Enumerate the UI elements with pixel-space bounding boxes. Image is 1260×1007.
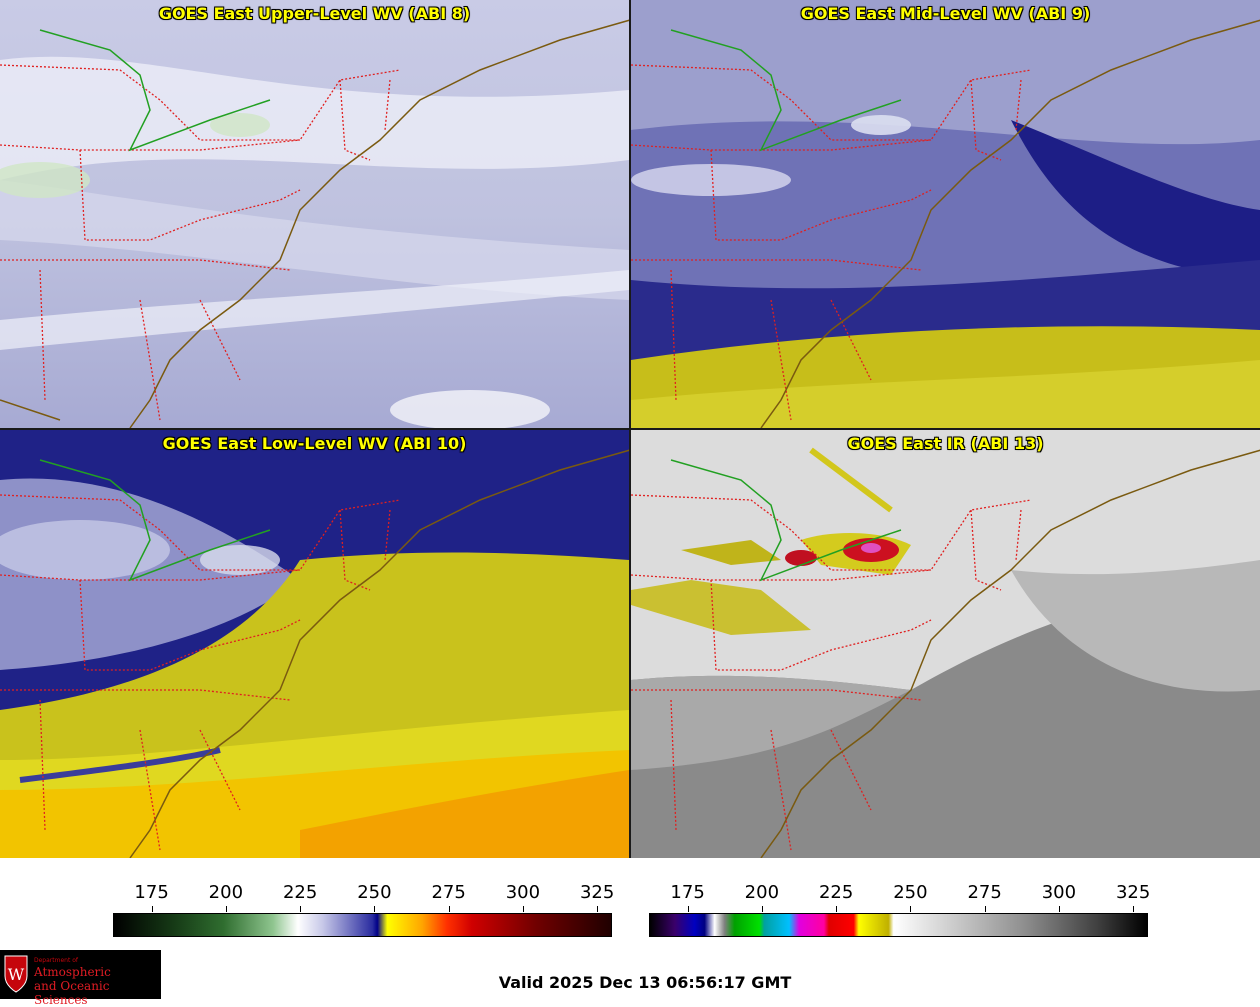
panel-title: GOES East IR (ABI 13) <box>847 434 1044 453</box>
logo-line1: Atmospheric <box>34 965 111 979</box>
colorbar-tick <box>151 906 153 912</box>
panel-title: GOES East Mid-Level WV (ABI 9) <box>800 4 1091 23</box>
colorbar-tick <box>374 906 376 912</box>
panel-upper-level-wv: GOES East Upper-Level WV (ABI 8) <box>0 0 629 428</box>
colorbar-tick-label: 300 <box>1041 882 1077 903</box>
colorbar-tick-label: 300 <box>505 882 541 903</box>
colorbar-tick-label: 325 <box>579 882 615 903</box>
valid-timestamp: Valid 2025 Dec 13 06:56:17 GMT <box>498 973 792 992</box>
colorbar-tick <box>687 906 689 912</box>
panel-low-level-wv: GOES East Low-Level WV (ABI 10) <box>0 430 629 858</box>
colorbar-tick-label: 275 <box>967 882 1002 903</box>
colorbar-tick <box>761 906 763 912</box>
crest-letter: W <box>8 965 25 984</box>
ir-colorbar: 175 200 225 250 275 300 325 <box>630 870 1260 940</box>
map-mid-level-wv <box>631 0 1260 428</box>
colorbar-tick <box>522 906 524 912</box>
colorbar-tick <box>300 906 302 912</box>
colorbar-tick-label: 200 <box>208 882 244 903</box>
colorbar-tick <box>910 906 912 912</box>
map-upper-level-wv <box>0 0 629 428</box>
map-low-level-wv <box>0 430 629 858</box>
map-ir <box>631 430 1260 858</box>
logo-dept: Department of <box>34 957 78 964</box>
colorbar-tick <box>984 906 986 912</box>
panel-title: GOES East Low-Level WV (ABI 10) <box>162 434 467 453</box>
colorbar-tick <box>1133 906 1135 912</box>
colorbar-tick-label: 250 <box>893 882 928 903</box>
colorbar-tick-label: 225 <box>282 882 318 903</box>
panel-ir: GOES East IR (ABI 13) <box>631 430 1260 858</box>
colorbar-tick <box>1058 906 1060 912</box>
colorbar-tick <box>448 906 450 912</box>
colorbar-tick <box>836 906 838 912</box>
colorbar-tick-label: 250 <box>357 882 392 903</box>
colorbar-tick-label: 200 <box>744 882 780 903</box>
aos-logo: W Department of Atmospheric and Oceanic … <box>0 950 161 1007</box>
colorbar-tick-label: 175 <box>670 882 705 903</box>
colorbar-tick-label: 325 <box>1115 882 1151 903</box>
ir-colorbar-gradient <box>649 913 1148 937</box>
horizontal-divider <box>0 428 1260 430</box>
wv-colorbar: 175 200 225 250 275 300 325 <box>0 870 630 940</box>
colorbar-tick <box>597 906 599 912</box>
wv-colorbar-gradient <box>113 913 612 937</box>
uw-crest-icon: W <box>4 955 28 993</box>
colorbar-tick-label: 275 <box>431 882 466 903</box>
colorbar-tick-label: 225 <box>818 882 854 903</box>
colorbar-tick-label: 175 <box>134 882 169 903</box>
panel-title: GOES East Upper-Level WV (ABI 8) <box>158 4 471 23</box>
panel-mid-level-wv: GOES East Mid-Level WV (ABI 9) <box>631 0 1260 428</box>
colorbar-tick <box>225 906 227 912</box>
